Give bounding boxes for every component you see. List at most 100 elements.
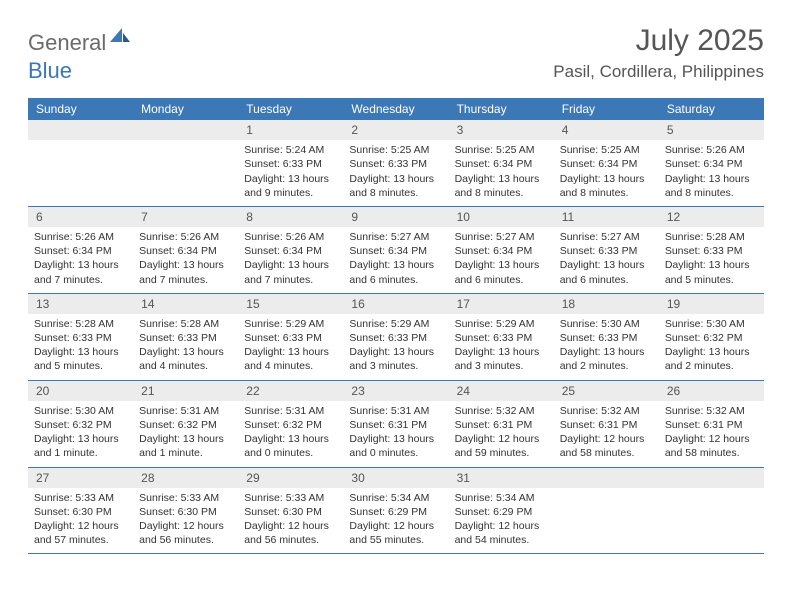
day-body: Sunrise: 5:34 AMSunset: 6:29 PMDaylight:… (449, 488, 554, 554)
sunrise-text: Sunrise: 5:25 AM (349, 143, 442, 157)
day-cell-9: 9Sunrise: 5:27 AMSunset: 6:34 PMDaylight… (343, 207, 448, 293)
day-body: Sunrise: 5:31 AMSunset: 6:32 PMDaylight:… (238, 401, 343, 467)
daylight-text: Daylight: 12 hours and 59 minutes. (455, 432, 548, 460)
sunset-text: Sunset: 6:31 PM (665, 418, 758, 432)
day-cell-15: 15Sunrise: 5:29 AMSunset: 6:33 PMDayligh… (238, 294, 343, 380)
day-number-empty (133, 120, 238, 140)
day-cell-13: 13Sunrise: 5:28 AMSunset: 6:33 PMDayligh… (28, 294, 133, 380)
day-header-row: SundayMondayTuesdayWednesdayThursdayFrid… (28, 98, 764, 120)
sunset-text: Sunset: 6:30 PM (34, 505, 127, 519)
day-body: Sunrise: 5:26 AMSunset: 6:34 PMDaylight:… (28, 227, 133, 293)
day-cell-6: 6Sunrise: 5:26 AMSunset: 6:34 PMDaylight… (28, 207, 133, 293)
sunset-text: Sunset: 6:29 PM (349, 505, 442, 519)
day-number: 5 (659, 120, 764, 140)
day-number: 11 (554, 207, 659, 227)
daylight-text: Daylight: 13 hours and 4 minutes. (139, 345, 232, 373)
daylight-text: Daylight: 12 hours and 58 minutes. (560, 432, 653, 460)
sunset-text: Sunset: 6:33 PM (560, 331, 653, 345)
daylight-text: Daylight: 12 hours and 58 minutes. (665, 432, 758, 460)
sunrise-text: Sunrise: 5:27 AM (455, 230, 548, 244)
daylight-text: Daylight: 13 hours and 7 minutes. (139, 258, 232, 286)
day-cell-30: 30Sunrise: 5:34 AMSunset: 6:29 PMDayligh… (343, 468, 448, 554)
day-header-friday: Friday (554, 98, 659, 120)
day-body: Sunrise: 5:26 AMSunset: 6:34 PMDaylight:… (238, 227, 343, 293)
day-cell-4: 4Sunrise: 5:25 AMSunset: 6:34 PMDaylight… (554, 120, 659, 206)
day-number: 26 (659, 381, 764, 401)
day-number: 8 (238, 207, 343, 227)
brand-word-1: General (28, 30, 106, 56)
day-body: Sunrise: 5:32 AMSunset: 6:31 PMDaylight:… (554, 401, 659, 467)
day-number-empty (554, 468, 659, 488)
daylight-text: Daylight: 12 hours and 56 minutes. (244, 519, 337, 547)
empty-day-cell (133, 120, 238, 206)
sunset-text: Sunset: 6:32 PM (665, 331, 758, 345)
sunset-text: Sunset: 6:29 PM (455, 505, 548, 519)
daylight-text: Daylight: 13 hours and 7 minutes. (34, 258, 127, 286)
sunrise-text: Sunrise: 5:32 AM (455, 404, 548, 418)
sunset-text: Sunset: 6:34 PM (349, 244, 442, 258)
day-cell-3: 3Sunrise: 5:25 AMSunset: 6:34 PMDaylight… (449, 120, 554, 206)
sunrise-text: Sunrise: 5:26 AM (244, 230, 337, 244)
day-body: Sunrise: 5:25 AMSunset: 6:34 PMDaylight:… (449, 140, 554, 206)
sunset-text: Sunset: 6:33 PM (34, 331, 127, 345)
sunrise-text: Sunrise: 5:30 AM (560, 317, 653, 331)
day-number: 21 (133, 381, 238, 401)
daylight-text: Daylight: 13 hours and 8 minutes. (560, 172, 653, 200)
day-body: Sunrise: 5:33 AMSunset: 6:30 PMDaylight:… (238, 488, 343, 554)
day-number: 17 (449, 294, 554, 314)
day-number: 27 (28, 468, 133, 488)
day-cell-29: 29Sunrise: 5:33 AMSunset: 6:30 PMDayligh… (238, 468, 343, 554)
day-number: 20 (28, 381, 133, 401)
sunset-text: Sunset: 6:32 PM (139, 418, 232, 432)
empty-day-cell (659, 468, 764, 554)
day-cell-7: 7Sunrise: 5:26 AMSunset: 6:34 PMDaylight… (133, 207, 238, 293)
daylight-text: Daylight: 12 hours and 55 minutes. (349, 519, 442, 547)
day-body: Sunrise: 5:32 AMSunset: 6:31 PMDaylight:… (449, 401, 554, 467)
day-number: 1 (238, 120, 343, 140)
day-body: Sunrise: 5:28 AMSunset: 6:33 PMDaylight:… (659, 227, 764, 293)
day-body: Sunrise: 5:25 AMSunset: 6:33 PMDaylight:… (343, 140, 448, 206)
day-header-thursday: Thursday (449, 98, 554, 120)
daylight-text: Daylight: 13 hours and 2 minutes. (560, 345, 653, 373)
sunrise-text: Sunrise: 5:24 AM (244, 143, 337, 157)
empty-day-cell (28, 120, 133, 206)
sunrise-text: Sunrise: 5:30 AM (665, 317, 758, 331)
sunrise-text: Sunrise: 5:28 AM (665, 230, 758, 244)
daylight-text: Daylight: 13 hours and 7 minutes. (244, 258, 337, 286)
day-body: Sunrise: 5:28 AMSunset: 6:33 PMDaylight:… (28, 314, 133, 380)
day-cell-10: 10Sunrise: 5:27 AMSunset: 6:34 PMDayligh… (449, 207, 554, 293)
day-number: 19 (659, 294, 764, 314)
daylight-text: Daylight: 13 hours and 8 minutes. (665, 172, 758, 200)
sunrise-text: Sunrise: 5:33 AM (139, 491, 232, 505)
daylight-text: Daylight: 13 hours and 6 minutes. (455, 258, 548, 286)
sunset-text: Sunset: 6:34 PM (665, 157, 758, 171)
sunrise-text: Sunrise: 5:33 AM (34, 491, 127, 505)
sunset-text: Sunset: 6:32 PM (244, 418, 337, 432)
sunset-text: Sunset: 6:33 PM (560, 244, 653, 258)
day-number: 30 (343, 468, 448, 488)
day-body: Sunrise: 5:26 AMSunset: 6:34 PMDaylight:… (659, 140, 764, 206)
day-cell-26: 26Sunrise: 5:32 AMSunset: 6:31 PMDayligh… (659, 381, 764, 467)
sunrise-text: Sunrise: 5:27 AM (560, 230, 653, 244)
daylight-text: Daylight: 13 hours and 6 minutes. (560, 258, 653, 286)
sunset-text: Sunset: 6:33 PM (349, 331, 442, 345)
daylight-text: Daylight: 13 hours and 5 minutes. (34, 345, 127, 373)
location-subtitle: Pasil, Cordillera, Philippines (553, 62, 764, 82)
day-cell-18: 18Sunrise: 5:30 AMSunset: 6:33 PMDayligh… (554, 294, 659, 380)
sunset-text: Sunset: 6:34 PM (34, 244, 127, 258)
day-number: 24 (449, 381, 554, 401)
day-number: 6 (28, 207, 133, 227)
day-body: Sunrise: 5:32 AMSunset: 6:31 PMDaylight:… (659, 401, 764, 467)
day-number: 14 (133, 294, 238, 314)
daylight-text: Daylight: 13 hours and 0 minutes. (244, 432, 337, 460)
sunrise-text: Sunrise: 5:29 AM (349, 317, 442, 331)
day-body: Sunrise: 5:27 AMSunset: 6:33 PMDaylight:… (554, 227, 659, 293)
day-body: Sunrise: 5:27 AMSunset: 6:34 PMDaylight:… (449, 227, 554, 293)
day-cell-16: 16Sunrise: 5:29 AMSunset: 6:33 PMDayligh… (343, 294, 448, 380)
daylight-text: Daylight: 13 hours and 2 minutes. (665, 345, 758, 373)
day-cell-2: 2Sunrise: 5:25 AMSunset: 6:33 PMDaylight… (343, 120, 448, 206)
day-cell-17: 17Sunrise: 5:29 AMSunset: 6:33 PMDayligh… (449, 294, 554, 380)
calendar-page: General July 2025 Pasil, Cordillera, Phi… (0, 0, 792, 578)
day-header-saturday: Saturday (659, 98, 764, 120)
day-number: 3 (449, 120, 554, 140)
